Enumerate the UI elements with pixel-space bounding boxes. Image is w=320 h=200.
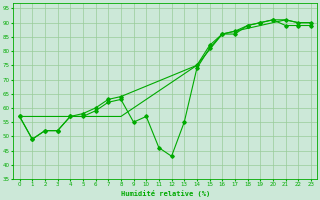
X-axis label: Humidité relative (%): Humidité relative (%) (121, 190, 210, 197)
